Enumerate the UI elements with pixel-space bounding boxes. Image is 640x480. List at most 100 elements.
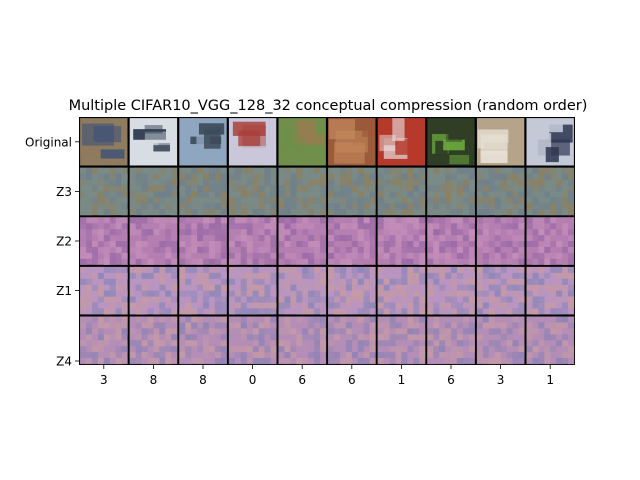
noise-pixel — [407, 352, 414, 359]
image-tile-z1-6 — [328, 266, 376, 315]
noise-pixel — [363, 229, 370, 236]
noise-pixel — [308, 328, 315, 335]
noise-pixel — [532, 197, 539, 204]
noise-pixel — [290, 252, 297, 260]
noise-pixel — [339, 334, 347, 341]
noise-pixel — [544, 272, 551, 280]
noise-pixel — [278, 241, 285, 248]
noise-pixel — [488, 357, 495, 365]
noise-pixel — [264, 217, 271, 224]
noise-pixel — [351, 191, 359, 198]
noise-pixel — [532, 209, 539, 216]
noise-pixel — [147, 252, 154, 260]
noise-pixel — [456, 241, 464, 248]
noise-pixel — [80, 296, 87, 303]
noise-pixel — [109, 179, 116, 186]
noise-pixel — [407, 328, 414, 335]
noise-pixel — [135, 266, 142, 274]
noise-pixel — [377, 209, 384, 216]
noise-pixel — [284, 340, 291, 347]
noise-pixel — [556, 167, 563, 174]
noise-pixel — [512, 290, 519, 297]
noise-pixel — [488, 272, 495, 280]
noise-pixel — [419, 352, 426, 359]
noise-pixel — [165, 346, 172, 353]
noise-pixel — [439, 235, 446, 242]
noise-pixel — [451, 316, 458, 323]
noise-pixel — [383, 296, 390, 303]
noise-pixel — [395, 229, 402, 236]
noise-pixel — [389, 258, 396, 265]
noise-pixel — [526, 316, 533, 323]
noise-pixel — [334, 223, 341, 230]
noise-pixel — [532, 316, 539, 323]
image-tile-original-7 — [377, 118, 426, 166]
noise-pixel — [165, 308, 172, 315]
noise-pixel — [185, 235, 192, 242]
noise-pixel — [363, 266, 370, 274]
noise-pixel — [197, 278, 204, 285]
noise-pixel — [433, 203, 440, 210]
image-tile-z1-7 — [377, 266, 426, 315]
noise-pixel — [129, 235, 136, 242]
noise-pixel — [91, 179, 99, 186]
noise-pixel — [419, 209, 426, 216]
noise-pixel — [135, 258, 142, 265]
noise-pixel — [121, 241, 128, 248]
noise-pixel — [121, 173, 128, 180]
noise-pixel — [214, 179, 222, 186]
noise-pixel — [526, 173, 533, 180]
noise-pixel — [357, 185, 364, 192]
noise-pixel — [103, 197, 111, 204]
noise-pixel — [153, 167, 160, 174]
noise-pixel — [413, 322, 420, 329]
noise-pixel — [191, 302, 198, 309]
noise-pixel — [334, 217, 341, 224]
noise-pixel — [179, 346, 186, 353]
noise-pixel — [109, 258, 116, 265]
noise-pixel — [252, 191, 259, 198]
noise-pixel — [334, 316, 341, 323]
noise-pixel — [389, 334, 396, 341]
noise-pixel — [512, 185, 519, 192]
noise-pixel — [395, 235, 402, 242]
image-tile-original-5 — [278, 118, 326, 166]
image-patch — [443, 139, 465, 151]
noise-pixel — [357, 246, 364, 254]
noise-pixel — [197, 167, 204, 174]
image-tile-z3-4 — [228, 167, 277, 216]
noise-pixel — [538, 296, 545, 303]
noise-pixel — [284, 278, 291, 285]
noise-pixel — [278, 328, 285, 335]
noise-pixel — [228, 197, 236, 204]
noise-pixel — [567, 252, 575, 260]
noise-pixel — [314, 340, 321, 347]
noise-pixel — [109, 241, 116, 248]
noise-pixel — [526, 203, 533, 210]
noise-pixel — [135, 352, 142, 359]
noise-pixel — [129, 173, 136, 180]
noise-pixel — [147, 352, 154, 359]
noise-pixel — [518, 246, 525, 254]
noise-pixel — [401, 272, 408, 280]
noise-pixel — [290, 209, 297, 216]
noise-pixel — [319, 258, 327, 265]
noise-pixel — [240, 357, 247, 365]
noise-pixel — [91, 229, 99, 236]
noise-pixel — [526, 328, 533, 335]
noise-pixel — [427, 197, 434, 204]
noise-pixel — [109, 235, 116, 242]
noise-pixel — [456, 217, 464, 224]
noise-pixel — [179, 185, 186, 192]
noise-pixel — [165, 284, 172, 291]
image-tile-z4-7 — [377, 316, 426, 365]
noise-pixel — [482, 235, 490, 242]
noise-pixel — [433, 229, 440, 236]
image-patch — [392, 118, 405, 142]
noise-pixel — [389, 296, 396, 303]
noise-pixel — [278, 290, 285, 297]
column-label: 3 — [100, 373, 108, 387]
noise-pixel — [500, 340, 507, 347]
noise-pixel — [328, 235, 335, 242]
noise-pixel — [476, 252, 484, 260]
